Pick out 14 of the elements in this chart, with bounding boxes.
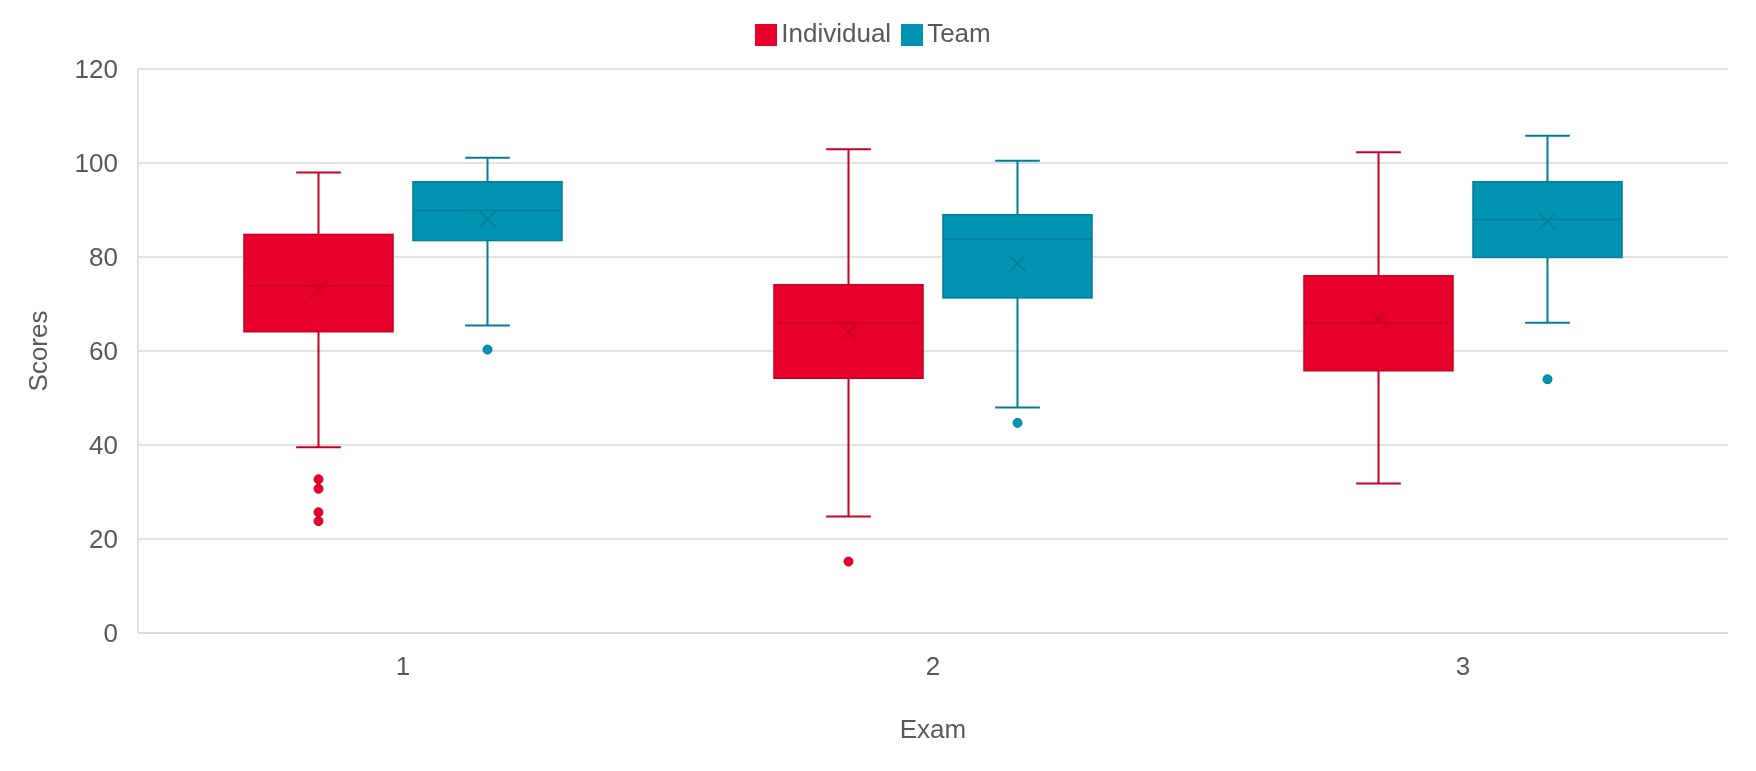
x-tick-label: 2	[925, 651, 941, 682]
legend-label: Team	[927, 18, 991, 48]
y-tick-label: 60	[89, 336, 118, 367]
x-tick-label: 1	[395, 651, 411, 682]
y-tick-label: 0	[103, 618, 118, 649]
y-tick-label: 120	[74, 54, 118, 85]
y-axis-title: Scores	[23, 310, 54, 392]
y-tick-label: 80	[89, 242, 118, 273]
x-tick-label: 3	[1455, 651, 1471, 682]
x-axis-title: Exam	[899, 714, 967, 744]
y-tick-label: 100	[74, 148, 118, 179]
y-tick-label: 40	[89, 430, 118, 461]
legend-label: Individual	[781, 18, 892, 48]
y-tick-label: 20	[89, 524, 118, 555]
